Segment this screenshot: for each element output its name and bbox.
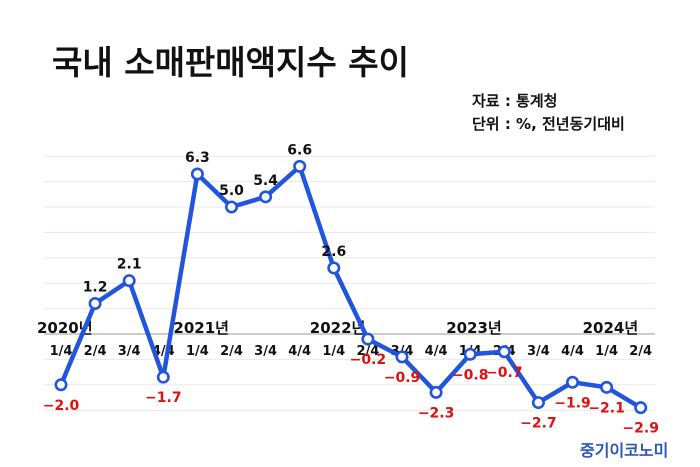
data-point xyxy=(497,345,511,359)
data-point xyxy=(327,261,341,275)
data-label: 2.1 xyxy=(117,257,142,273)
data-label: 5.0 xyxy=(219,183,244,199)
x-tick-label: 2/4 xyxy=(629,344,652,359)
data-point xyxy=(225,200,239,214)
data-point xyxy=(361,332,375,346)
data-points xyxy=(54,159,648,415)
data-label: 6.3 xyxy=(185,150,210,166)
data-label: −2.0 xyxy=(43,398,80,414)
x-tick-label: 4/4 xyxy=(425,344,448,359)
year-label: 2021년 xyxy=(173,319,229,337)
x-tick-label: 1/4 xyxy=(595,344,618,359)
data-label: 6.6 xyxy=(287,142,312,158)
data-labels: −2.0 1.2 2.1 −1.7 6.3 5.0 5.4 6.6 2.6 −0.2 −0.9 −2.… xyxy=(43,142,659,436)
data-point xyxy=(634,401,648,415)
x-tick-label: 2/4 xyxy=(220,344,243,359)
data-label: −2.9 xyxy=(622,421,659,437)
data-label: −2.3 xyxy=(418,405,455,421)
data-label: −0.7 xyxy=(486,365,523,381)
data-label: −2.7 xyxy=(520,416,557,432)
x-tick-label: 3/4 xyxy=(254,344,277,359)
series-polyline xyxy=(58,164,643,410)
data-point xyxy=(429,385,443,399)
data-label: −0.9 xyxy=(384,370,421,386)
data-point xyxy=(88,297,102,311)
data-label: −0.2 xyxy=(350,352,387,368)
data-point xyxy=(122,274,136,288)
data-point xyxy=(54,378,68,392)
gridlines xyxy=(44,155,655,411)
x-tick-label: 2/4 xyxy=(84,344,107,359)
year-label: 2020년 xyxy=(37,319,93,337)
x-tick-label: 3/4 xyxy=(527,344,550,359)
data-point xyxy=(565,375,579,389)
data-label: 5.4 xyxy=(253,173,278,189)
year-label: 2024년 xyxy=(583,319,639,337)
x-tick-label: 1/4 xyxy=(186,344,209,359)
data-point xyxy=(156,370,170,384)
data-label: −1.7 xyxy=(145,390,182,406)
unit-note: 단위 : %, 전년동기대비 xyxy=(472,115,625,133)
data-label: 2.6 xyxy=(321,244,346,260)
x-tick-label: 3/4 xyxy=(118,344,141,359)
data-point xyxy=(293,159,307,173)
data-point xyxy=(600,380,614,394)
series-line xyxy=(58,164,643,410)
chart-title: 국내 소매판매액지수 추이 xyxy=(52,43,409,82)
x-tick-label: 4/4 xyxy=(288,344,311,359)
data-point xyxy=(259,190,273,204)
data-label: 1.2 xyxy=(83,280,108,296)
brand-logo: 중기이코노미 xyxy=(580,441,668,460)
x-tick-label: 4/4 xyxy=(561,344,584,359)
data-point xyxy=(190,167,204,181)
year-label: 2022년 xyxy=(310,319,366,337)
data-label: −1.9 xyxy=(554,395,591,411)
x-axis: 2020년 2021년 2022년 2023년 2024년 1/4 2/4 3/4 4/4 1/4… xyxy=(37,319,655,359)
data-label: −0.8 xyxy=(452,367,489,383)
year-label: 2023년 xyxy=(446,319,502,337)
x-tick-label: 2/4 xyxy=(356,344,379,359)
data-point xyxy=(531,396,545,410)
x-tick-label: 1/4 xyxy=(50,344,73,359)
source-note: 자료 : 통계청 xyxy=(472,92,557,110)
x-tick-label: 1/4 xyxy=(322,344,345,359)
data-point xyxy=(395,350,409,364)
data-label: −2.1 xyxy=(588,400,625,416)
data-point xyxy=(463,347,477,361)
